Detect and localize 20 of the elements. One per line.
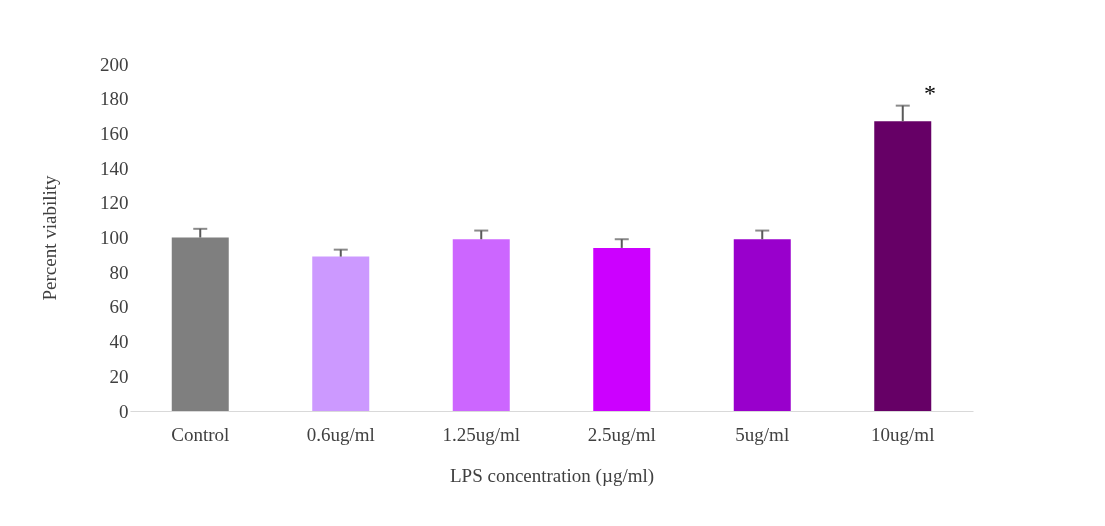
x-tick-label: 1.25ug/ml <box>442 423 521 445</box>
y-tick-label: 80 <box>109 261 129 283</box>
y-tick-label: 140 <box>100 157 129 179</box>
y-tick-label: 40 <box>109 331 129 353</box>
x-tick-label: 2.5ug/ml <box>587 423 656 445</box>
annotation: * <box>924 80 936 106</box>
y-tick-label: 120 <box>100 192 129 214</box>
y-tick-label: 180 <box>100 88 129 110</box>
y-tick-label: 200 <box>100 53 129 75</box>
y-tick-label: 60 <box>109 296 129 318</box>
x-axis-title: LPS concentration (µg/ml) <box>449 464 655 487</box>
x-tick-label: 0.6ug/ml <box>306 423 375 445</box>
x-tick-label: 10ug/ml <box>871 423 935 445</box>
y-tick-label: 160 <box>100 122 129 144</box>
y-tick-label: 20 <box>109 365 129 387</box>
y-tick-label: 0 <box>119 400 129 422</box>
x-tick-label: 5ug/ml <box>735 423 790 445</box>
y-tick-label: 100 <box>100 227 129 248</box>
y-axis-title: Percent viability <box>39 174 60 301</box>
x-tick-label: Control <box>171 423 230 445</box>
